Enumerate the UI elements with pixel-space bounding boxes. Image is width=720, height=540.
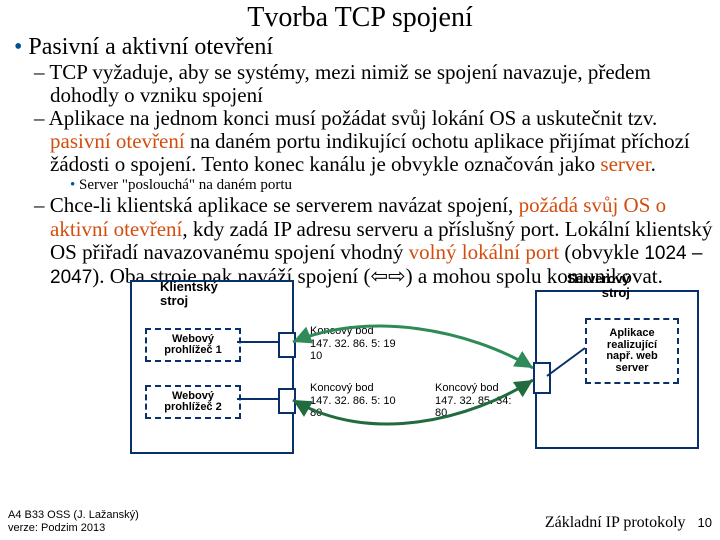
para1-text: TCP vyžaduje, aby se systémy, mezi nimiž…: [49, 60, 650, 107]
bullet-dot-icon: •: [14, 34, 22, 60]
tcp-diagram: Klientský stroj Serverový stroj Webový p…: [0, 280, 720, 455]
level1-bullet: • Pasivní a aktivní otevření: [0, 34, 720, 61]
para2b: pasivní otevření: [50, 129, 185, 153]
para3e: (obvykle: [559, 240, 644, 264]
footer-author: A4 B33 OSS (J. Lažanský): [8, 509, 139, 521]
para3a: Chce-li klientská aplikace se serverem n…: [50, 193, 519, 217]
footer-version: verze: Podzim 2013: [8, 522, 105, 534]
para2: – Aplikace na jednom konci musí požádat …: [0, 107, 720, 176]
footer-right: Základní IP protokoly 10: [545, 514, 712, 532]
level3-text: Server "poslouchá" na daném portu: [79, 177, 292, 193]
para1: – TCP vyžaduje, aby se systémy, mezi nim…: [0, 61, 720, 107]
level3-bullet: • Server "poslouchá" na daném portu: [0, 176, 720, 194]
page-title: Tvorba TCP spojení: [0, 0, 720, 34]
footer-subject: Základní IP protokoly: [545, 514, 686, 531]
footer-left: A4 B33 OSS (J. Lažanský) verze: Podzim 2…: [8, 509, 139, 535]
para3d: volný lokální port: [409, 240, 560, 264]
bullet-dot-icon: •: [70, 177, 75, 193]
para2a: Aplikace na jednom konci musí požádat sv…: [49, 106, 658, 130]
page-number: 10: [698, 515, 712, 530]
level1-text: Pasivní a aktivní otevření: [28, 34, 273, 60]
para2d: server: [600, 152, 650, 176]
para2e: .: [651, 152, 656, 176]
connection-arrows: [0, 280, 720, 455]
